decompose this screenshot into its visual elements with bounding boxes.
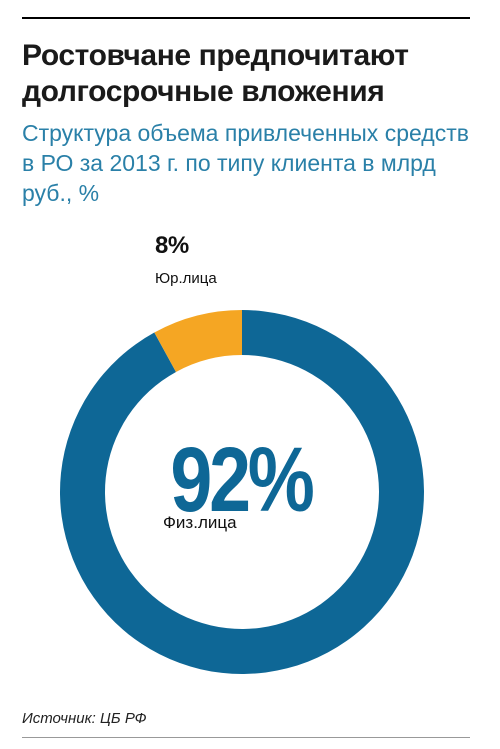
donut-slices <box>59 310 424 674</box>
individuals-name-label: Физ.лица <box>163 513 237 532</box>
individuals-percent-label: 92% <box>170 429 314 531</box>
chart-subtitle: Структура объема привлеченных средств в … <box>22 120 469 206</box>
bottom-rule <box>22 737 470 738</box>
source-note: Источник: ЦБ РФ <box>22 710 147 727</box>
legal-entities-slice <box>154 310 242 372</box>
top-rule <box>22 17 470 19</box>
legal-entities-percent-label: 8% <box>155 232 189 259</box>
legal-entities-name-label: Юр.лица <box>155 270 217 287</box>
chart-title: Ростовчане предпочитают долгосрочные вло… <box>22 39 409 108</box>
